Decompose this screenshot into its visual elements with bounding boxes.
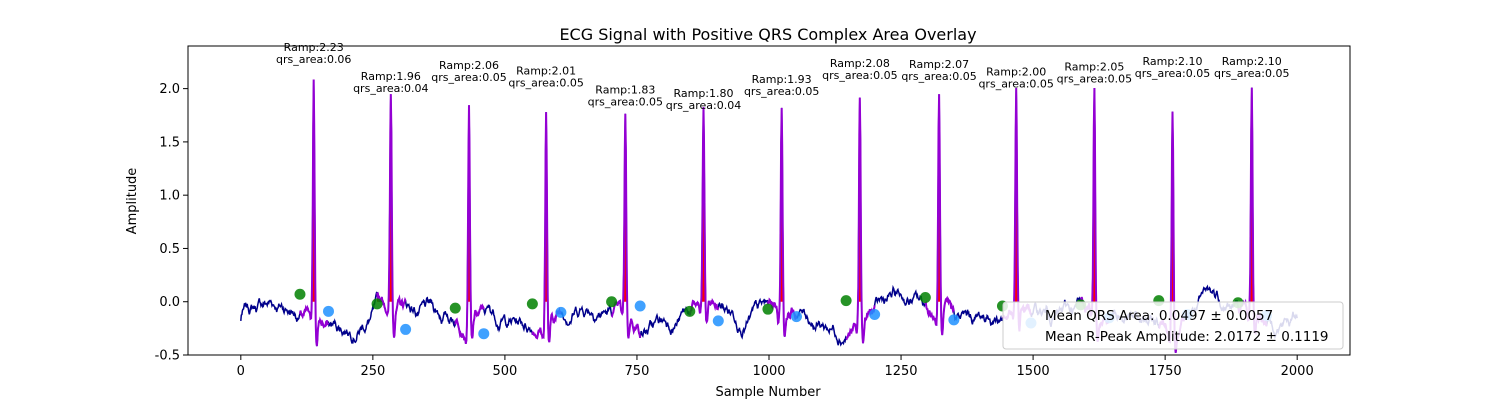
r-peak-label-7: Ramp:1.93 bbox=[752, 73, 812, 86]
qrs-segment-9 bbox=[924, 94, 955, 336]
x-tick-label: 1250 bbox=[884, 364, 917, 379]
r-peak-label-8: Ramp:2.08 bbox=[830, 57, 890, 70]
qrs-segment-7 bbox=[766, 107, 798, 337]
qrs-segment-2 bbox=[376, 94, 407, 338]
y-tick-label: 0.5 bbox=[159, 242, 180, 257]
qrs-onset-marker-5 bbox=[606, 296, 618, 308]
r-peak-label-9: Ramp:2.07 bbox=[909, 58, 969, 71]
legend-box bbox=[1002, 301, 1344, 350]
y-tick-label: 0.0 bbox=[159, 295, 180, 310]
qrs-segment-3 bbox=[454, 105, 485, 344]
legend-entry-mean-r-peak-amplitude: Mean R-Peak Amplitude: 2.0172 ± 0.1119 bbox=[1045, 329, 1329, 345]
qrs-offset-marker-9 bbox=[948, 314, 960, 326]
r-peak-label-3: Ramp:2.06 bbox=[439, 59, 499, 72]
qrs-area-label-5: qrs_area:0.05 bbox=[588, 96, 663, 109]
qrs-segment-6 bbox=[688, 107, 720, 325]
r-peak-label-10: Ramp:2.00 bbox=[986, 66, 1046, 79]
x-tick-label: 250 bbox=[360, 364, 385, 379]
legend-entry-mean-qrs-area: Mean QRS Area: 0.0497 ± 0.0057 bbox=[1045, 308, 1273, 324]
chart-title: ECG Signal with Positive QRS Complex Are… bbox=[559, 25, 976, 44]
qrs-area-label-12: qrs_area:0.05 bbox=[1135, 67, 1210, 80]
r-peak-label-4: Ramp:2.01 bbox=[516, 65, 576, 78]
y-tick-label: 1.0 bbox=[159, 189, 180, 204]
r-peak-label-1: Ramp:2.23 bbox=[284, 41, 344, 54]
qrs-segment-1 bbox=[299, 79, 330, 347]
qrs-segment-8 bbox=[845, 97, 876, 344]
qrs-area-label-10: qrs_area:0.05 bbox=[978, 78, 1053, 91]
qrs-onset-marker-4 bbox=[526, 298, 538, 310]
y-tick-label: 1.5 bbox=[159, 135, 180, 150]
x-tick-label: 1750 bbox=[1149, 364, 1182, 379]
qrs-area-label-13: qrs_area:0.05 bbox=[1214, 67, 1289, 80]
y-tick-label: -0.5 bbox=[155, 349, 180, 364]
r-peak-label-11: Ramp:2.05 bbox=[1064, 60, 1124, 73]
qrs-onset-marker-8 bbox=[840, 295, 852, 307]
qrs-segment-4 bbox=[531, 112, 562, 343]
x-axis: 0 250 500 750 1000 1250 1500 1750 2000 bbox=[237, 355, 1314, 379]
qrs-segment-5 bbox=[610, 113, 642, 339]
x-axis-label: Sample Number bbox=[715, 385, 821, 400]
r-peak-label-5: Ramp:1.83 bbox=[595, 84, 655, 97]
qrs-area-label-6: qrs_area:0.04 bbox=[666, 99, 741, 112]
x-tick-label: 1000 bbox=[752, 364, 785, 379]
qrs-offset-marker-4 bbox=[555, 306, 567, 318]
y-axis: -0.5 0.0 0.5 1.0 1.5 2.0 bbox=[155, 82, 188, 364]
qrs-onset-marker-7 bbox=[762, 303, 774, 315]
x-tick-label: 0 bbox=[237, 364, 245, 379]
qrs-area-label-4: qrs_area:0.05 bbox=[508, 77, 583, 90]
qrs-area-label-3: qrs_area:0.05 bbox=[431, 71, 506, 84]
x-tick-label: 2000 bbox=[1281, 364, 1314, 379]
r-peak-label-2: Ramp:1.96 bbox=[361, 70, 421, 83]
r-peak-label-6: Ramp:1.80 bbox=[673, 87, 733, 100]
qrs-offset-marker-1 bbox=[322, 305, 334, 317]
plot-area bbox=[240, 79, 1298, 353]
qrs-area-label-11: qrs_area:0.05 bbox=[1057, 72, 1132, 85]
qrs-offset-marker-7 bbox=[790, 311, 802, 323]
qrs-area-label-8: qrs_area:0.05 bbox=[822, 69, 897, 82]
qrs-area-label-9: qrs_area:0.05 bbox=[901, 70, 976, 83]
qrs-offset-marker-5 bbox=[634, 300, 646, 312]
qrs-offset-marker-6 bbox=[712, 315, 724, 327]
y-tick-label: 2.0 bbox=[159, 82, 180, 97]
qrs-onset-marker-3 bbox=[449, 302, 461, 314]
qrs-offset-marker-8 bbox=[869, 309, 881, 321]
r-peak-label-13: Ramp:2.10 bbox=[1222, 55, 1282, 68]
x-tick-label: 750 bbox=[625, 364, 650, 379]
qrs-offset-marker-2 bbox=[400, 323, 412, 335]
qrs-onset-marker-9 bbox=[919, 291, 931, 303]
peak-annotations: Ramp:2.23qrs_area:0.06Ramp:1.96qrs_area:… bbox=[276, 41, 1290, 112]
legend: Mean QRS Area: 0.0497 ± 0.0057 Mean R-Pe… bbox=[1002, 301, 1344, 350]
qrs-offset-marker-3 bbox=[478, 328, 490, 340]
qrs-onset-marker-6 bbox=[684, 305, 696, 317]
qrs-onset-marker-2 bbox=[371, 298, 383, 310]
r-peak-label-12: Ramp:2.10 bbox=[1143, 55, 1203, 68]
qrs-onset-marker-1 bbox=[294, 288, 306, 300]
x-tick-label: 500 bbox=[492, 364, 517, 379]
y-axis-label: Amplitude bbox=[125, 168, 140, 235]
x-tick-label: 1500 bbox=[1017, 364, 1050, 379]
qrs-area-label-2: qrs_area:0.04 bbox=[353, 82, 428, 95]
qrs-area-label-1: qrs_area:0.06 bbox=[276, 53, 351, 66]
qrs-area-label-7: qrs_area:0.05 bbox=[744, 85, 819, 98]
